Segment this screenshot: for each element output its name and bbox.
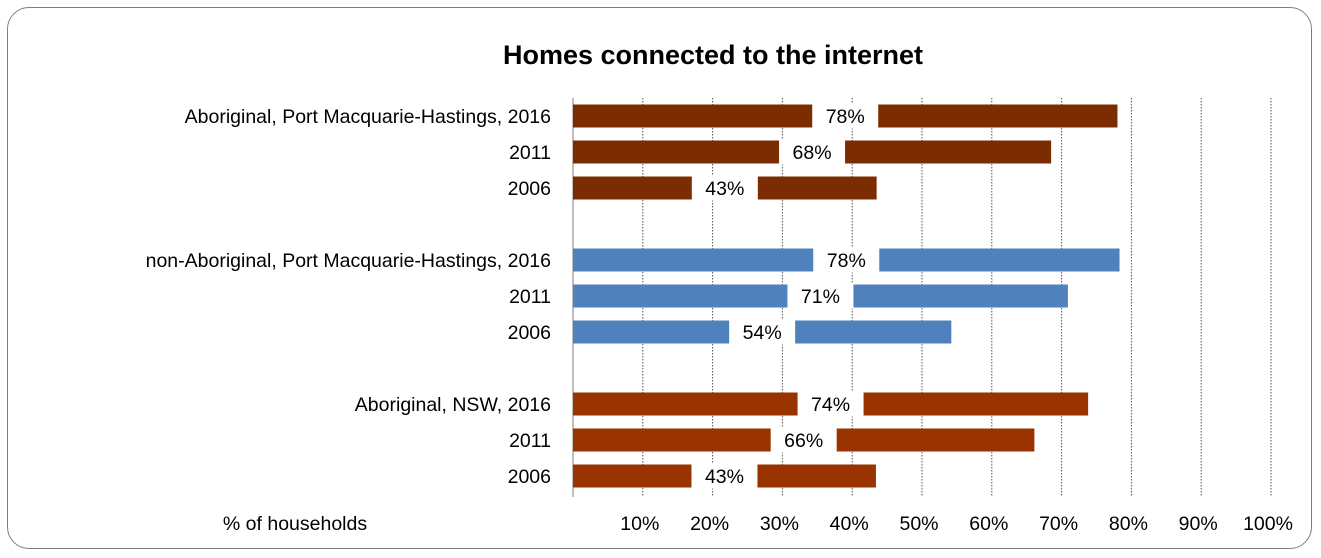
category-label: 2006 bbox=[508, 322, 551, 344]
data-label-box bbox=[787, 283, 854, 309]
data-label-box bbox=[770, 427, 837, 453]
x-tick-label: 10% bbox=[620, 513, 659, 535]
data-label-box bbox=[797, 391, 864, 417]
x-axis-ticks: 10% 20% 30% 40% 50% 60% 70% 80% 90% 100% bbox=[620, 513, 1293, 535]
data-label-box bbox=[812, 103, 879, 129]
category-label: 2011 bbox=[509, 142, 551, 164]
x-tick-label: 40% bbox=[830, 513, 869, 535]
data-label: 68% bbox=[793, 142, 832, 164]
data-label: 71% bbox=[801, 286, 840, 308]
x-tick-label: 100% bbox=[1243, 513, 1293, 535]
category-label: non-Aboriginal, Port Macquarie-Hastings,… bbox=[146, 250, 551, 272]
chart-frame bbox=[7, 7, 1312, 549]
data-label: 54% bbox=[743, 322, 782, 344]
category-labels: Aboriginal, Port Macquarie-Hastings, 201… bbox=[146, 106, 551, 488]
x-tick-label: 80% bbox=[1109, 513, 1148, 535]
data-label: 66% bbox=[784, 430, 823, 452]
x-tick-label: 50% bbox=[899, 513, 938, 535]
data-label-box bbox=[691, 463, 758, 489]
data-label: 43% bbox=[705, 178, 744, 200]
category-label: 2011 bbox=[509, 286, 551, 308]
data-label: 43% bbox=[705, 466, 744, 488]
x-tick-label: 90% bbox=[1179, 513, 1218, 535]
x-tick-label: 70% bbox=[1039, 513, 1078, 535]
x-tick-label: 30% bbox=[760, 513, 799, 535]
category-label: Aboriginal, Port Macquarie-Hastings, 201… bbox=[185, 106, 551, 128]
category-label: Aboriginal, NSW, 2016 bbox=[355, 394, 551, 416]
bars: 78% 68% 43% 78% 71% 54% 74% 66% 43% bbox=[573, 103, 1120, 489]
data-label-box bbox=[779, 139, 846, 165]
category-label: 2006 bbox=[508, 466, 551, 488]
x-tick-label: 20% bbox=[690, 513, 729, 535]
data-label: 74% bbox=[811, 394, 850, 416]
data-label: 78% bbox=[826, 106, 865, 128]
chart-title: Homes connected to the internet bbox=[503, 40, 923, 70]
x-axis-label: % of households bbox=[223, 513, 367, 535]
data-label-box bbox=[813, 247, 880, 273]
x-tick-label: 60% bbox=[969, 513, 1008, 535]
data-label-box bbox=[691, 175, 758, 201]
data-label: 78% bbox=[827, 250, 866, 272]
data-label-box bbox=[729, 319, 796, 345]
category-label: 2011 bbox=[509, 430, 551, 452]
category-label: 2006 bbox=[508, 178, 551, 200]
